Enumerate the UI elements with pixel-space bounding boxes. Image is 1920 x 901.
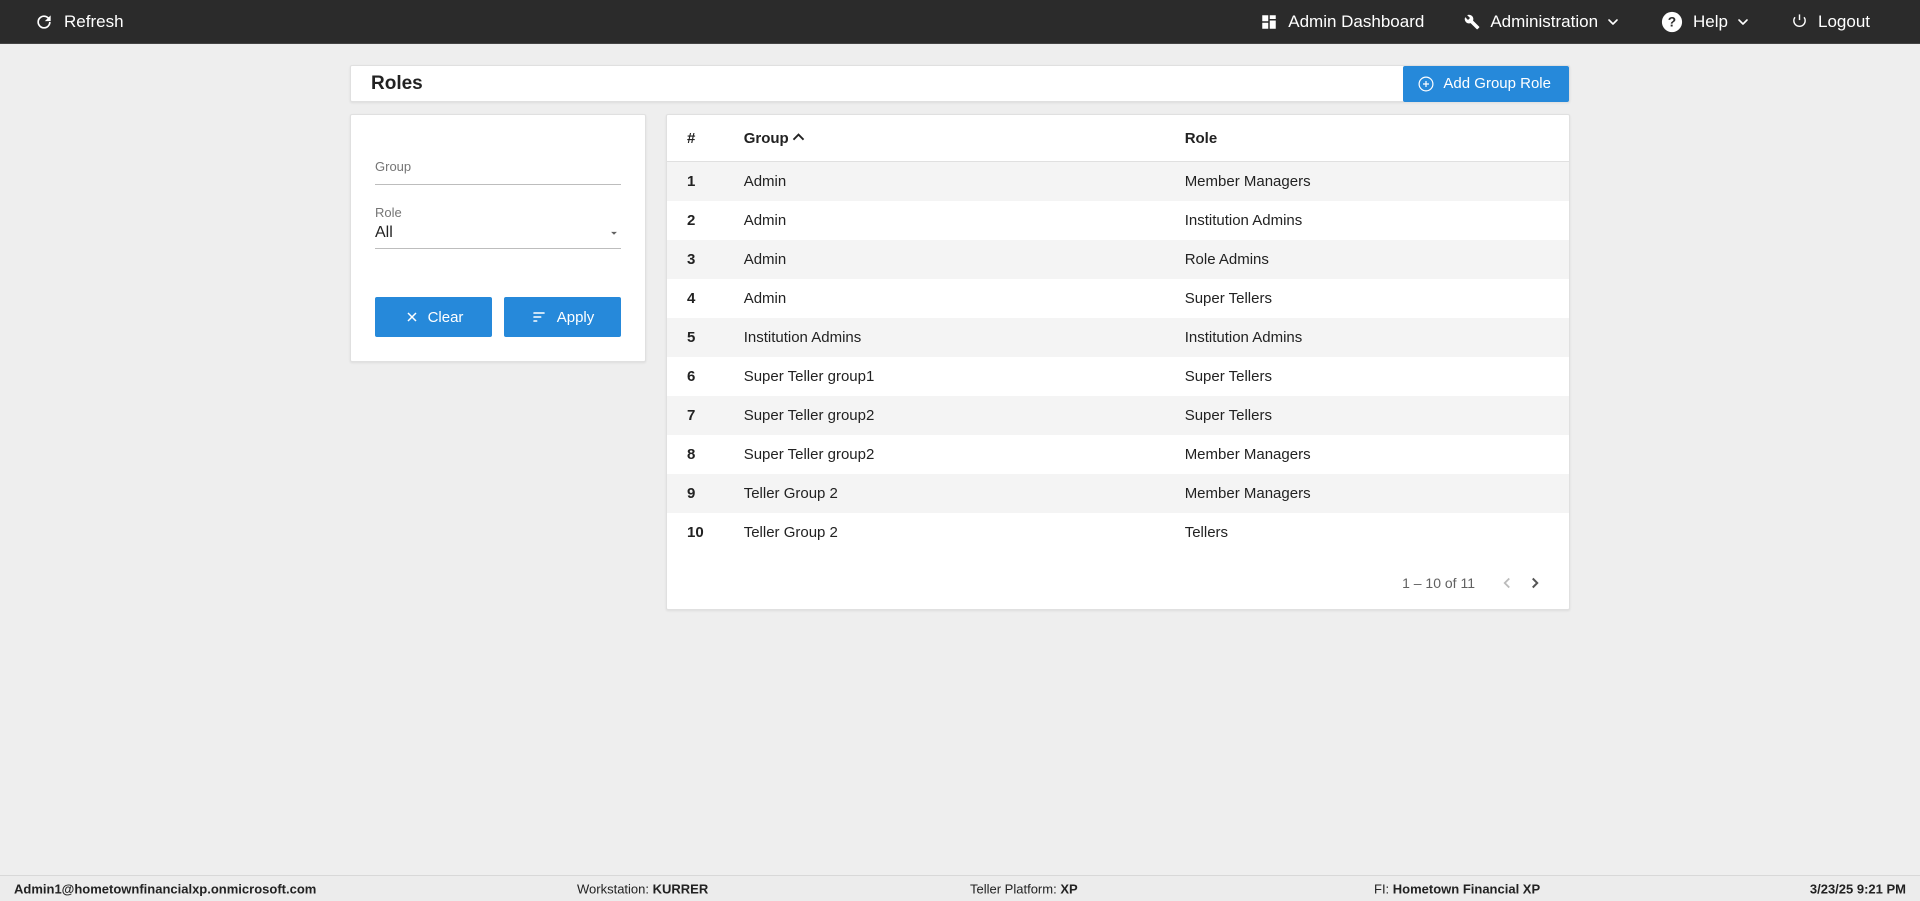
svg-text:?: ? — [1668, 14, 1676, 29]
